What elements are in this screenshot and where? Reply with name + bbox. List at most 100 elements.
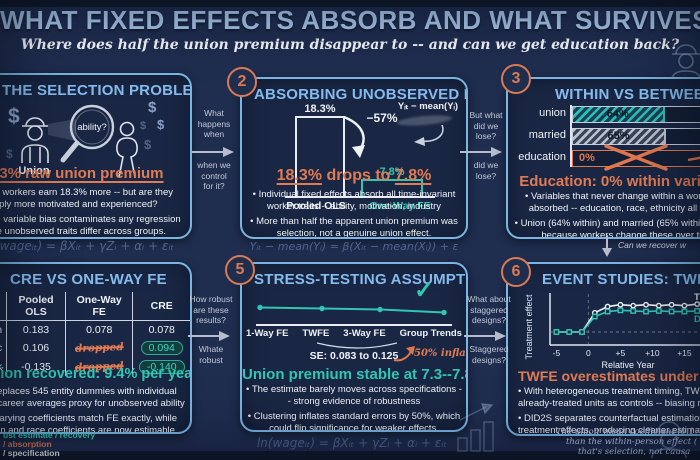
arrow-right-icon xyxy=(188,331,230,341)
footnote-line: The union_mean coefficient (0.17 xyxy=(556,427,700,437)
bar xyxy=(295,116,345,196)
connector-3-6: Can we recover w xyxy=(618,240,687,250)
cell: 0.078 xyxy=(132,320,190,338)
bar xyxy=(361,179,423,196)
dropped-value: dropped xyxy=(74,340,124,355)
heading-part: drops to xyxy=(322,167,395,184)
panel5-bullets: The estimate barely moves across specifi… xyxy=(246,384,462,430)
panel1-formula: ln(wageᵢₜ) = βXᵢₜ + γZᵢ + αᵢ + εᵢₜ xyxy=(0,239,175,253)
panel4-heading: Education recovered: 9.4% per year xyxy=(0,366,192,382)
panel3-heading: Education: 0% within variation xyxy=(519,173,700,190)
connector-1-2-bottom: when we control for it? xyxy=(197,160,231,192)
page-subtitle: Where does half the union premium disapp… xyxy=(20,37,680,53)
panel2-number: 2 xyxy=(227,67,257,97)
dollar-icon: $ xyxy=(140,120,147,132)
cell: dropped xyxy=(64,338,133,357)
cell-label: union xyxy=(0,321,7,339)
dollar-icon: $ xyxy=(157,117,165,132)
bar-value: 65% xyxy=(607,130,630,142)
recovered-value: 0.094 xyxy=(140,340,183,355)
bar-value-label: 7.8% xyxy=(379,166,405,178)
within-bar-union: union 64% xyxy=(508,106,700,123)
bar-axis xyxy=(570,105,572,167)
bar-value: 64% xyxy=(606,108,629,120)
table-row: union 0.183 0.078 0.078 xyxy=(0,320,190,339)
arrow-right-icon xyxy=(464,331,506,341)
footnote-line: than the within-person effect ( xyxy=(566,437,698,447)
spec-label: TWFE xyxy=(302,328,330,339)
stress-line-chart xyxy=(257,304,447,316)
inflation-arrow-icon xyxy=(393,346,415,362)
cell: 0.078 xyxy=(64,320,133,338)
cell: 0.106 xyxy=(6,338,66,357)
bar-value-label: 18.3% xyxy=(304,103,336,115)
panel2-bullets: Individual fixed effects absorb all time… xyxy=(246,189,462,237)
cell: dropped xyxy=(64,357,133,376)
beam-shape xyxy=(48,119,76,141)
drop-percent-label: −57% xyxy=(366,111,398,125)
connector-2-3-bottom: did we lose? xyxy=(473,160,499,181)
heading-part: 18.3% xyxy=(276,167,322,184)
bullet: The estimate barely moves across specifi… xyxy=(246,384,462,407)
connector-2-3-top: But what did we lose? xyxy=(469,110,503,142)
bar-oneway-fe: 7.8% xyxy=(361,166,423,196)
bar-pooled-ols: 18.3% xyxy=(295,103,345,196)
drop-arrow-icon xyxy=(343,115,365,158)
table-row: black -0.135 dropped -0.140 xyxy=(0,357,190,376)
x-axis xyxy=(256,324,452,326)
panel4-bullets: CRE replaces 545 entity dummies with ind… xyxy=(0,386,186,432)
row-label: union xyxy=(539,107,566,119)
spec-labels: 1-Way FE TWFE 3-Way FE Group Trends xyxy=(246,328,462,339)
panel3-bullets: Variables that never change within a wor… xyxy=(512,191,700,237)
cell-label: educ xyxy=(0,338,7,357)
bullet: Individual fixed effects absorb all time… xyxy=(246,189,462,212)
svg-text:0: 0 xyxy=(586,348,591,358)
panel6-number: 6 xyxy=(501,257,531,287)
connector-5-6-bottom: Staggered designs? xyxy=(469,344,509,365)
legend-item-specification: / specification xyxy=(3,448,60,458)
se-note: SE: 0.083 to 0.125 xyxy=(309,350,399,362)
header-cell xyxy=(0,292,7,321)
magnifier-icon xyxy=(60,104,115,163)
bullet: More than half the apparent union premiu… xyxy=(246,216,462,237)
bullet: CRE replaces 545 entity dummies with ind… xyxy=(0,386,186,409)
legend-item-absorption: / absorption xyxy=(3,439,52,449)
right-arrow-icon xyxy=(688,156,700,162)
cell: 0.183 xyxy=(6,320,66,338)
spec-label: Group Trends xyxy=(399,328,462,339)
x-mark-icon xyxy=(604,144,668,171)
panel4-title: CRE VS ONE-WAY FE xyxy=(10,271,167,288)
legend-item-recovery: ust estimate / recovery xyxy=(3,430,96,440)
header-cell: Pooled OLS xyxy=(6,292,66,321)
check-icon: ✓ xyxy=(414,277,435,304)
table-row: educ 0.106 dropped 0.094 xyxy=(0,338,190,357)
panel-within-between: WITHIN VS BETWEEN union 64% married 65% … xyxy=(506,77,700,239)
footnote-line: that's selection, not causa xyxy=(578,447,691,457)
x-axis-label: Relative Year xyxy=(601,360,655,370)
svg-text:+5: +5 xyxy=(616,348,626,358)
spec-label: 3-Way FE xyxy=(343,328,386,339)
row-label: married xyxy=(528,129,566,141)
bullet: Clustering inflates standard errors by 5… xyxy=(246,411,462,430)
panel2-heading: 18.3% drops to 7.8% xyxy=(242,167,466,185)
row-label: education xyxy=(518,151,566,163)
event-study-chart: -50+5+10+15+20 xyxy=(549,293,700,358)
panel5-heading: Union premium stable at 7.3--7.8% xyxy=(242,366,468,383)
panel3-number: 3 xyxy=(501,64,531,94)
panel3-title: WITHIN VS BETWEEN xyxy=(554,86,700,103)
dollar-icon: $ xyxy=(144,137,152,152)
dollar-icon: $ xyxy=(8,105,20,128)
table-header-row: Pooled OLS One-Way FE CRE xyxy=(0,292,190,321)
arrow-down-icon xyxy=(602,235,612,257)
bullet: Variables that never change within a wor… xyxy=(512,191,700,214)
dollar-icon: $ xyxy=(6,147,13,161)
bar-fill: 65% xyxy=(573,129,666,144)
bullet: With heterogeneous treatment timing, TWF… xyxy=(518,386,700,409)
svg-text:+10: +10 xyxy=(645,348,660,358)
within-bar-married: married 65% xyxy=(508,128,700,145)
bar-track: 64% xyxy=(572,106,700,123)
heading-part: 7.8% xyxy=(394,167,432,184)
bottom-band xyxy=(0,451,700,460)
panel-stress-testing: STRESS-TESTING ASSUMPTIONS ✓ 1-Way FE TW… xyxy=(240,262,468,432)
cell: 0.094 xyxy=(132,338,190,357)
